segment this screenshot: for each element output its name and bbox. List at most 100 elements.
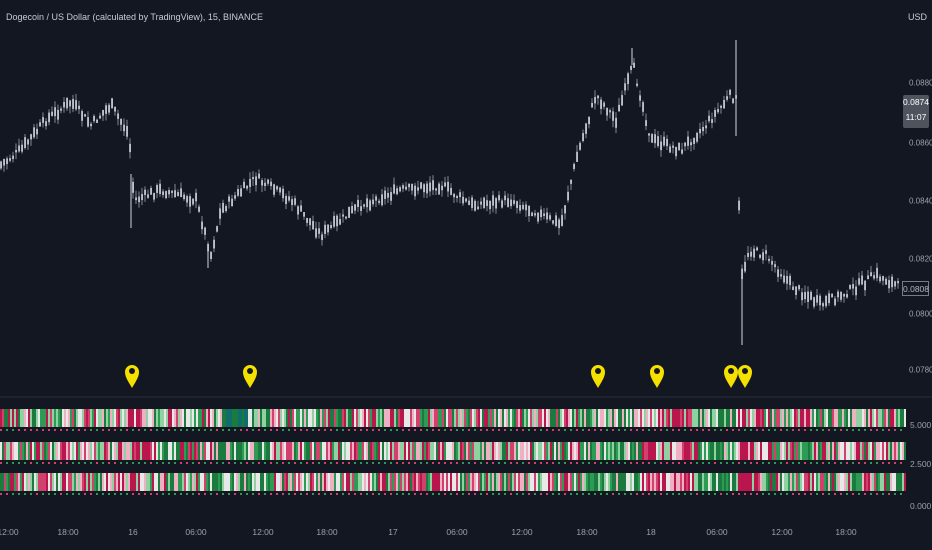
heat-cell — [798, 409, 800, 427]
heat-dot — [96, 462, 98, 464]
heat-cell — [44, 442, 46, 460]
candle-body — [429, 182, 431, 192]
heat-cell — [30, 473, 32, 491]
heat-cell — [712, 442, 714, 460]
heat-cell — [648, 442, 650, 460]
heat-cell — [426, 409, 428, 427]
heat-cell — [68, 442, 70, 460]
heat-cell — [74, 473, 76, 491]
heat-dot — [192, 462, 194, 464]
heat-cell — [894, 409, 896, 427]
heat-dot — [738, 462, 740, 464]
heat-cell — [82, 442, 84, 460]
heat-cell — [32, 409, 34, 427]
heat-cell — [806, 409, 808, 427]
heat-cell — [690, 409, 692, 427]
heat-cell — [672, 442, 674, 460]
heat-dot — [78, 462, 80, 464]
candle-body — [474, 200, 476, 211]
heat-cell — [198, 442, 200, 460]
heat-dot — [720, 493, 722, 495]
heat-cell — [260, 442, 262, 460]
heat-cell — [750, 473, 752, 491]
heat-cell — [132, 473, 134, 491]
heat-cell — [314, 442, 316, 460]
heat-cell — [98, 409, 100, 427]
heat-cell — [640, 442, 642, 460]
heat-dot — [840, 462, 842, 464]
heat-cell — [562, 409, 564, 427]
heat-cell — [616, 473, 618, 491]
heat-dot — [426, 429, 428, 431]
heat-cell — [758, 442, 760, 460]
heat-dot — [432, 429, 434, 431]
heat-cell — [536, 409, 538, 427]
heat-cell — [182, 473, 184, 491]
heat-cell — [210, 473, 212, 491]
heat-dot — [864, 462, 866, 464]
heat-dot — [402, 462, 404, 464]
heat-cell — [290, 442, 292, 460]
heat-cell — [774, 409, 776, 427]
heat-cell — [754, 442, 756, 460]
heat-cell — [158, 442, 160, 460]
candle-body — [657, 136, 659, 147]
heat-cell — [630, 473, 632, 491]
heat-cell — [702, 409, 704, 427]
heat-cell — [542, 409, 544, 427]
heat-cell — [850, 473, 852, 491]
heat-cell — [140, 409, 142, 427]
heat-cell — [536, 473, 538, 491]
heat-cell — [126, 473, 128, 491]
symbol-title[interactable]: Dogecoin / US Dollar (calculated by Trad… — [6, 12, 263, 22]
candle-body — [396, 188, 398, 195]
heat-dot — [408, 493, 410, 495]
heat-dot — [144, 462, 146, 464]
heat-cell — [594, 409, 596, 427]
heat-cell — [50, 473, 52, 491]
heat-cell — [586, 442, 588, 460]
heat-cell — [886, 442, 888, 460]
candle-body — [783, 275, 785, 283]
heat-cell — [452, 473, 454, 491]
heat-cell — [56, 473, 58, 491]
heat-cell — [368, 409, 370, 427]
candle-body — [51, 111, 53, 116]
heat-dot — [408, 429, 410, 431]
heat-dot — [198, 493, 200, 495]
heat-cell — [544, 409, 546, 427]
candle-body — [720, 105, 722, 108]
heat-cell — [566, 473, 568, 491]
heat-cell — [842, 409, 844, 427]
heat-dot — [672, 493, 674, 495]
candle-body — [555, 215, 557, 226]
heat-dot — [264, 493, 266, 495]
heat-cell — [462, 473, 464, 491]
candle-body — [537, 212, 539, 222]
heat-cell — [616, 442, 618, 460]
heat-cell — [40, 409, 42, 427]
candle-body — [435, 188, 437, 191]
heat-dot — [198, 462, 200, 464]
heat-cell — [112, 473, 114, 491]
heat-cell — [544, 442, 546, 460]
heat-cell — [806, 473, 808, 491]
heat-cell — [278, 473, 280, 491]
candle-body — [879, 276, 881, 282]
heat-cell — [20, 442, 22, 460]
heat-cell — [574, 442, 576, 460]
heat-cell — [884, 473, 886, 491]
heat-dot — [390, 462, 392, 464]
heat-cell — [508, 442, 510, 460]
heat-dot — [24, 429, 26, 431]
heat-cell — [326, 409, 328, 427]
heat-cell — [130, 473, 132, 491]
heat-cell — [778, 473, 780, 491]
heat-cell — [44, 473, 46, 491]
heat-cell — [706, 473, 708, 491]
heat-dot — [414, 493, 416, 495]
heat-cell — [254, 442, 256, 460]
heat-cell — [128, 442, 130, 460]
heat-cell — [350, 409, 352, 427]
